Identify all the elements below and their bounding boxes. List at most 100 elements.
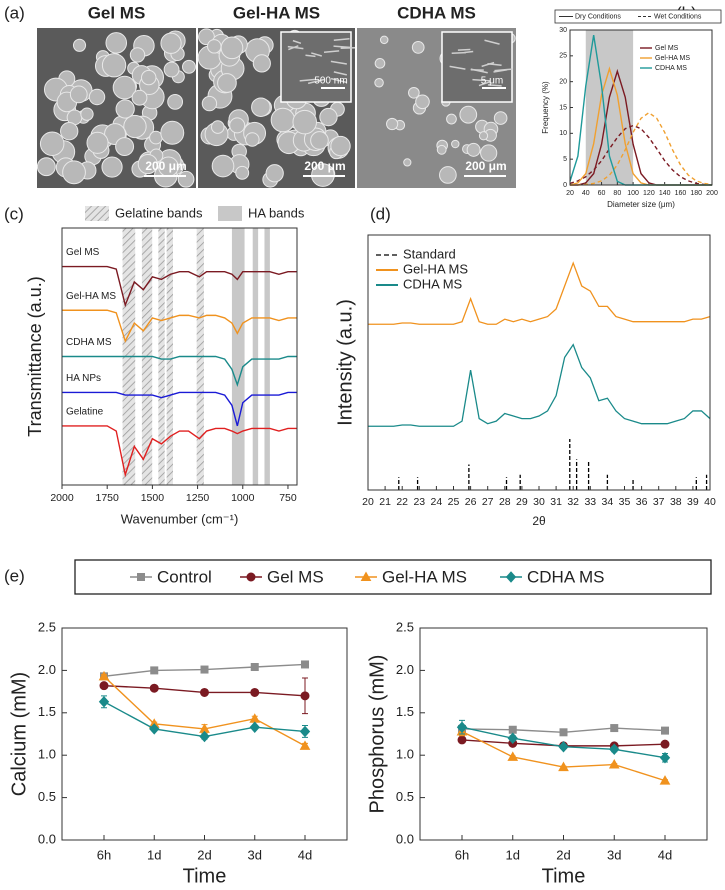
texture: [330, 60, 347, 65]
texture: [323, 50, 340, 54]
y-tick-label: 0.5: [38, 789, 56, 804]
texture: [333, 71, 348, 76]
particle: [211, 120, 225, 134]
marker: [150, 666, 159, 675]
marker: [98, 696, 110, 708]
x-tick-label: 100: [627, 190, 639, 197]
texture: [305, 54, 316, 58]
y-tick-label: 1.0: [396, 747, 414, 762]
particle: [245, 132, 260, 147]
band: [158, 228, 165, 485]
y-axis-label: Calcium (mM): [8, 672, 30, 796]
marker: [507, 751, 519, 761]
x-axis-label: 2θ: [532, 514, 546, 528]
marker: [609, 743, 620, 756]
legend-label: HA bands: [248, 205, 305, 220]
marker: [360, 571, 372, 581]
x-tick-label: 35: [619, 496, 631, 508]
y-tick-label: 1.0: [38, 747, 56, 762]
marker: [508, 725, 517, 734]
legend-label: Gel-HA MS: [382, 567, 467, 586]
particle: [167, 93, 184, 110]
texture: [307, 78, 325, 85]
series-line: [461, 730, 666, 782]
plot-frame: [61, 227, 298, 486]
marker: [559, 728, 568, 737]
particle: [439, 166, 457, 184]
particle: [403, 158, 412, 167]
spectra: [62, 265, 297, 478]
marker: [301, 660, 309, 669]
marker: [457, 735, 467, 745]
x-tick-label: 28: [499, 496, 511, 508]
particle: [220, 36, 244, 60]
image-title: Gel MS: [88, 3, 146, 22]
shaded-range: [585, 30, 634, 185]
marker: [200, 665, 209, 674]
series-line: [62, 309, 297, 343]
texture: [470, 68, 488, 74]
particle: [141, 69, 157, 86]
series-line: [368, 261, 711, 325]
particle: [466, 142, 481, 157]
texture: [288, 45, 299, 51]
x-tick-label: 3d: [607, 847, 621, 862]
legend-label: Control: [157, 567, 212, 586]
x-axis-label: Wavenumber (cm⁻¹): [121, 511, 239, 526]
particle: [415, 94, 430, 110]
marker: [299, 725, 311, 738]
x-tick-label: 1000: [231, 492, 255, 504]
particle: [217, 73, 237, 93]
texture: [330, 77, 347, 84]
y-tick-label: 2.0: [38, 662, 56, 677]
marker: [98, 670, 110, 681]
legend-swatch: [218, 206, 242, 221]
marker: [137, 573, 145, 581]
particle: [163, 61, 180, 78]
y-tick-label: 15: [559, 104, 567, 111]
particle: [72, 38, 87, 52]
x-tick-label: 31: [550, 496, 562, 508]
particle: [160, 32, 182, 54]
marker: [610, 724, 619, 733]
particles: [36, 30, 196, 188]
x-tick-label: 25: [448, 496, 460, 508]
scale-bar-label: 500 nm: [314, 76, 347, 87]
y-axis-label: Frequency (%): [541, 81, 550, 134]
x-tick-label: 2d: [556, 847, 570, 862]
x-tick-label: 30: [533, 496, 545, 508]
texture: [449, 65, 466, 70]
y-tick-label: 0.0: [38, 831, 56, 846]
marker: [299, 740, 311, 750]
x-tick-label: 34: [602, 496, 614, 508]
x-tick-label: 2d: [197, 847, 211, 862]
particle: [105, 32, 128, 54]
y-tick-label: 2.0: [396, 662, 414, 677]
particle: [251, 97, 271, 117]
marker: [661, 726, 669, 735]
series-label: CDHA MS: [66, 337, 112, 348]
particle: [207, 39, 222, 54]
series-line: [62, 265, 297, 308]
y-tick-label: 1.5: [396, 704, 414, 719]
marker: [300, 691, 310, 701]
y-tick-label: 0.0: [396, 831, 414, 846]
particle: [69, 85, 88, 104]
panel-label: (c): [4, 204, 24, 223]
particle: [459, 105, 478, 124]
x-tick-label: 2000: [50, 492, 74, 504]
particle: [374, 58, 386, 69]
texture: [494, 68, 513, 72]
scale-bar-label: 200 μm: [145, 159, 186, 173]
legend-label: Dry Conditions: [575, 13, 621, 20]
particle: [62, 160, 86, 185]
particle: [131, 89, 148, 106]
x-tick-label: 23: [413, 496, 425, 508]
x-axis-label: Diameter size (μm): [607, 200, 675, 209]
x-tick-label: 140: [659, 190, 671, 197]
x-tick-label: 38: [670, 496, 682, 508]
texture: [299, 78, 316, 82]
marker: [149, 723, 160, 735]
particle: [229, 117, 246, 134]
scale-bar-label: 200 μm: [465, 159, 506, 173]
